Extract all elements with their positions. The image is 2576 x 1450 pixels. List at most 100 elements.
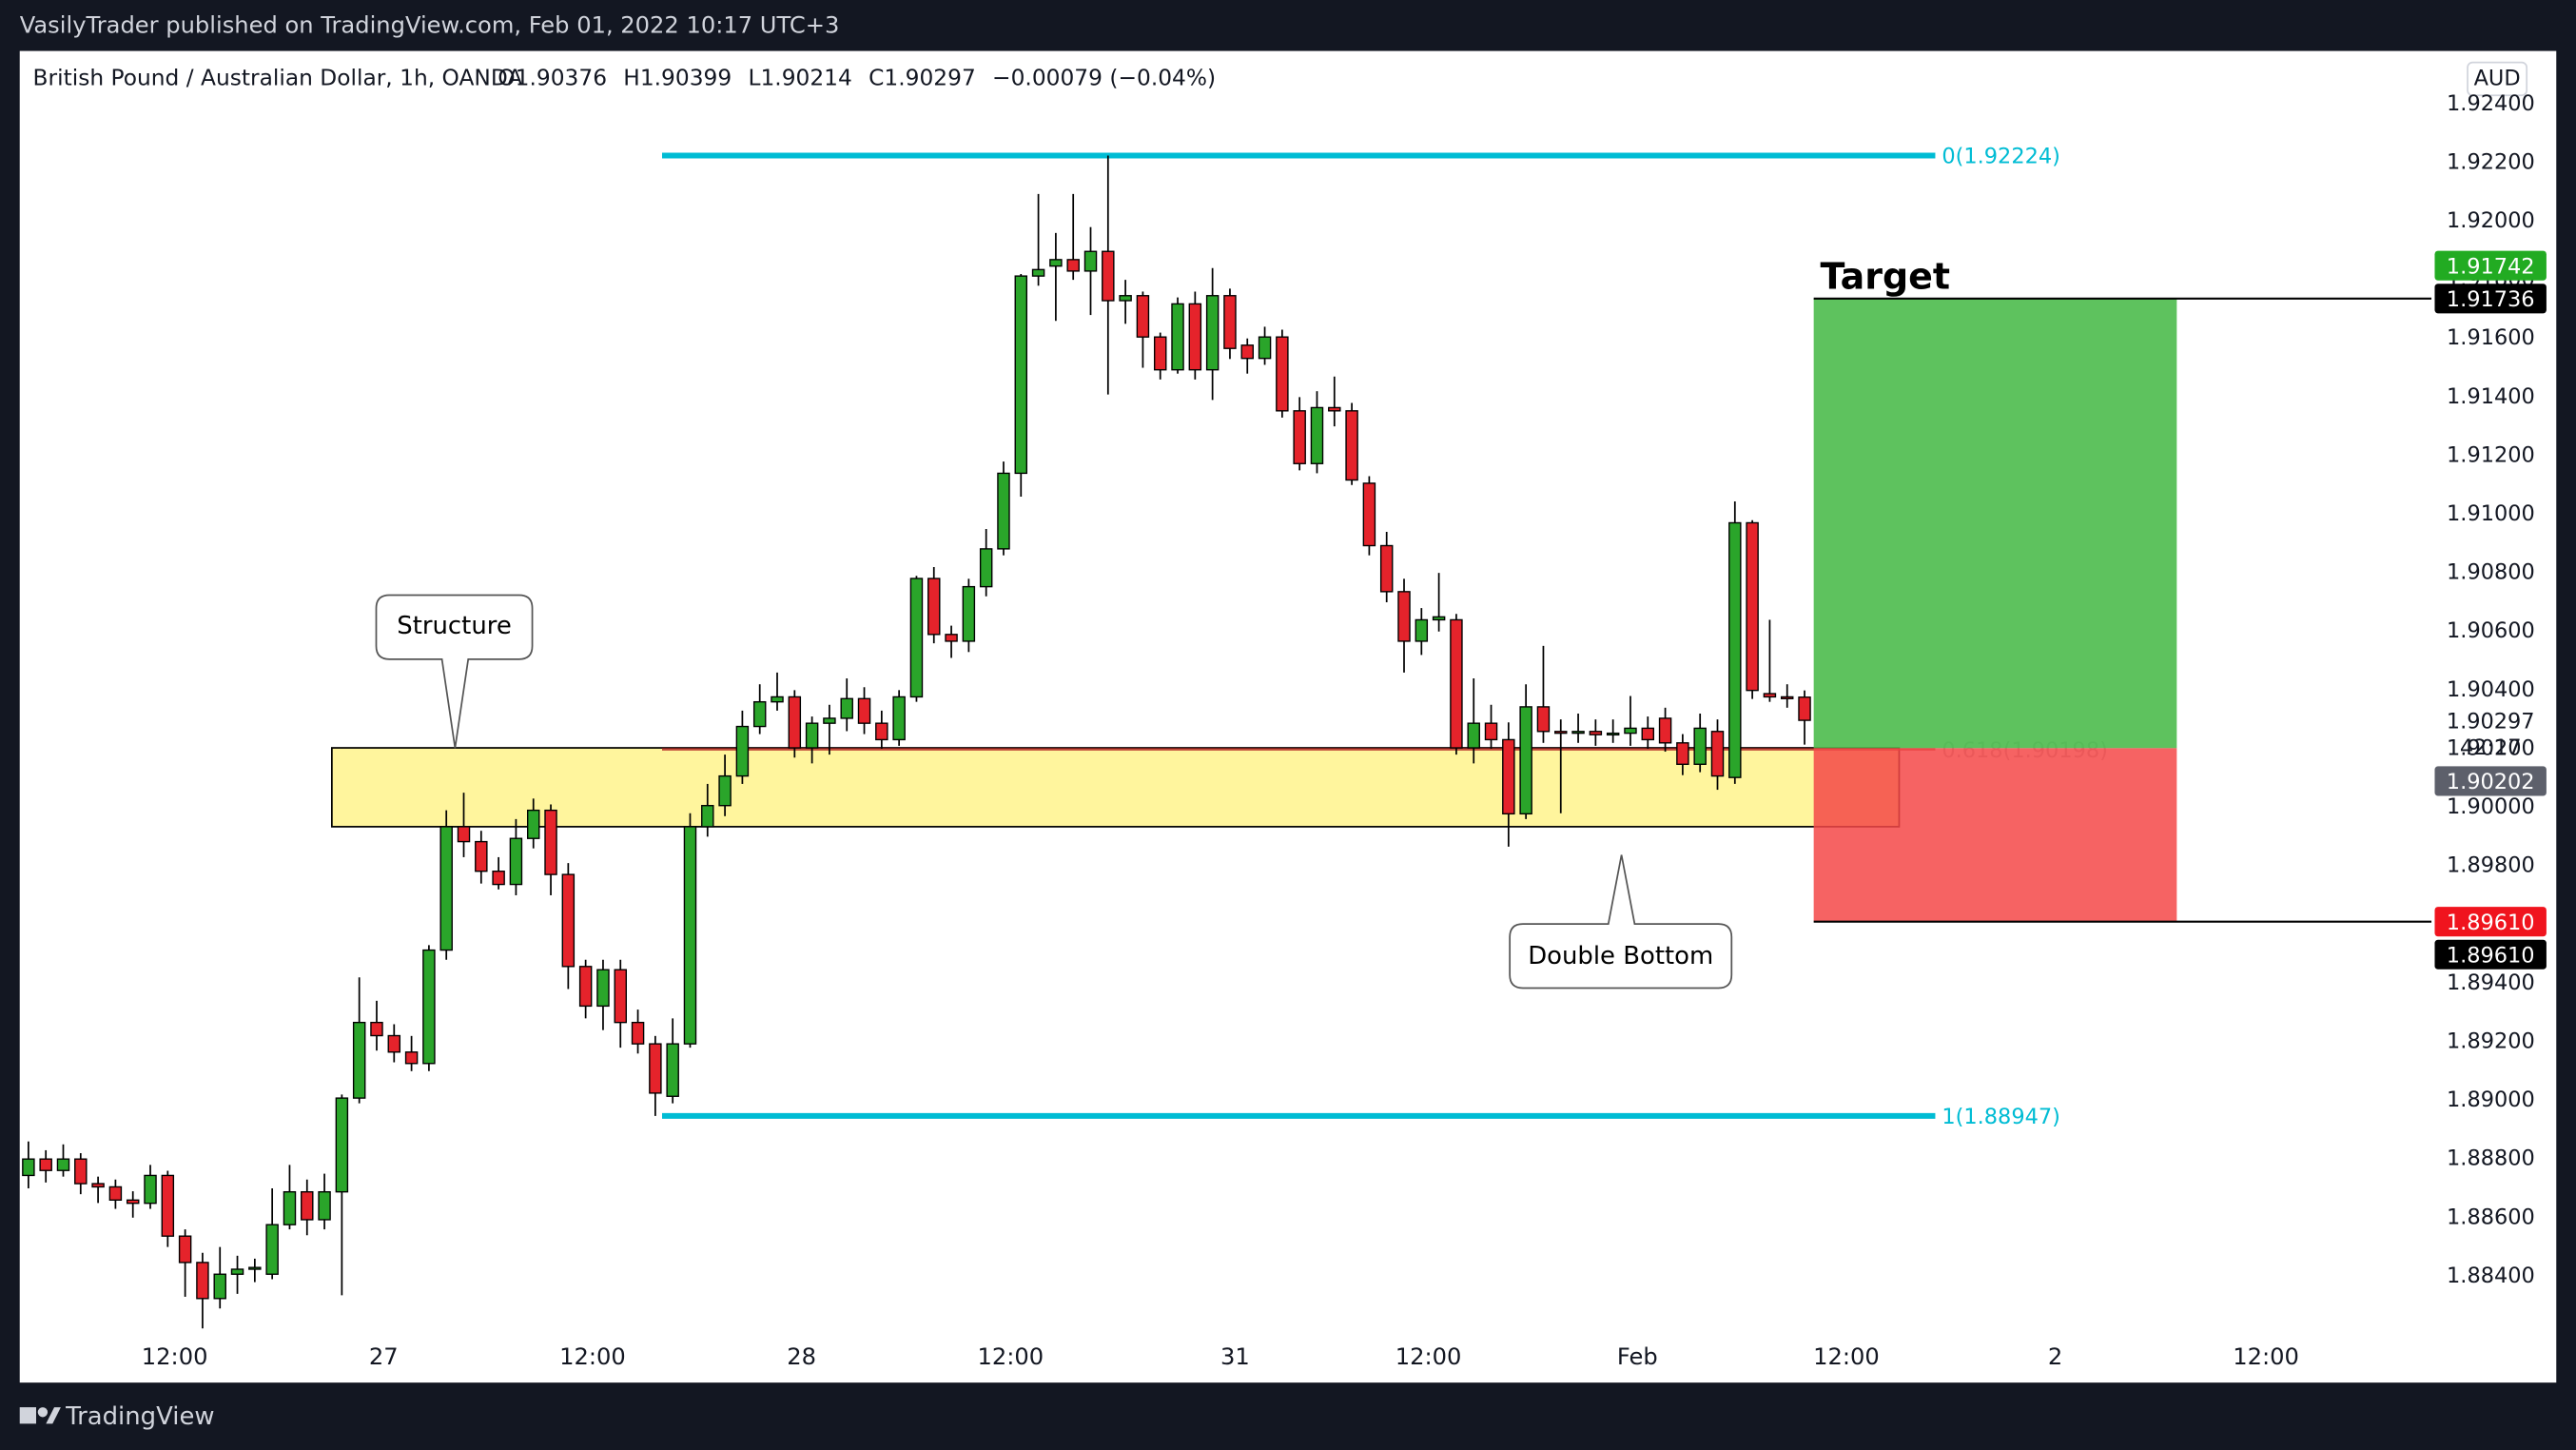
price-tag [2434,250,2547,281]
candle-body [1554,731,1568,735]
target-label: Target [1821,256,1951,298]
x-tick-label: 2 [2048,1343,2062,1370]
currency-box [2467,61,2528,97]
candle-body [805,722,819,749]
candle-body [649,1043,662,1094]
candle-body [1798,696,1811,721]
candle-body [735,725,750,777]
candle-body [1258,336,1272,360]
callout [375,594,534,749]
price-tag [2434,907,2547,937]
candle-body [1379,544,1394,593]
fib-label: 0(1.92224) [1942,145,2060,169]
candle-body [840,697,853,719]
candle-body [335,1097,349,1193]
candle-body [927,578,941,636]
candle-body [230,1268,244,1275]
candle-body [91,1183,105,1188]
candle-body [823,717,836,724]
candle-body [1432,616,1446,621]
candle-body [1397,591,1411,642]
candle-body [196,1262,209,1300]
candle-body [161,1174,175,1237]
candle-body [1415,618,1429,642]
price-tag-label: 1.89610 [2447,943,2535,968]
candle-body [1763,693,1777,698]
symbol: British Pound / Australian Dollar, 1h, O… [33,65,523,90]
callout-text: Structure [397,612,511,640]
candle-body [1049,259,1063,267]
candle-body [788,696,802,749]
price-tag [2434,766,2547,796]
candle-body [318,1190,331,1221]
candle-body [752,700,767,728]
candle-body [74,1158,88,1185]
candle-body [1467,722,1480,749]
logo [19,1407,61,1424]
candle-body [945,634,958,642]
x-tick-label: 12:00 [1813,1343,1880,1370]
y-tick-label: 1.90000 [2447,794,2535,819]
candle-body [631,1021,645,1045]
candle-body [492,871,505,886]
y-tick-label: 1.92200 [2447,149,2535,174]
candle-body [979,548,993,588]
price-tag-label: 1.89610 [2447,911,2535,935]
price-tag [2434,939,2547,970]
price-tag-label: 1.91736 [2447,287,2535,312]
candle-body [1502,738,1515,815]
candle-body [265,1224,279,1275]
candle-body [1728,521,1742,778]
y-tick-label: 1.89000 [2447,1088,2535,1112]
candle-body [1519,706,1532,815]
y-tick-label: 1.89800 [2447,853,2535,878]
x-tick-label: 12:00 [977,1343,1044,1370]
legend-value: H1.90399 [623,65,732,90]
candle-body [1066,259,1080,272]
candle-body [701,805,714,828]
price-tag-label: 1.90297 [2447,709,2535,734]
candle-body [875,722,888,741]
candle-body [666,1043,679,1097]
y-tick-label: 1.91600 [2447,325,2535,350]
y-tick-label: 1.88600 [2447,1205,2535,1229]
loss-zone [1813,748,2177,922]
candle-body [596,969,610,1008]
y-tick-label: 1.91000 [2447,501,2535,526]
candle-body [1484,722,1498,741]
y-tick-label: 1.91400 [2447,384,2535,409]
candle-body [422,949,436,1065]
candle-body [909,578,924,698]
candle-body [1536,706,1551,733]
candle-body [1205,295,1220,371]
x-tick-label: 12:00 [1395,1343,1462,1370]
candle-body [1606,732,1620,736]
candle-body [108,1185,123,1201]
candle-body [1589,731,1603,735]
x-tick-label: 12:00 [559,1343,626,1370]
candle-body [1345,410,1358,481]
candle-body [1276,336,1289,412]
candle-body [1153,336,1167,371]
candle-body [39,1158,52,1171]
candle-body [1571,731,1585,735]
y-tick-label: 1.88800 [2447,1146,2535,1171]
price-tag [2434,705,2547,735]
callout [1509,854,1733,990]
y-tick-label: 1.92000 [2447,208,2535,233]
x-tick-label: 27 [369,1343,399,1370]
x-tick-label: Feb [1617,1343,1658,1370]
candle-body [997,472,1010,550]
candle-body [771,696,784,703]
legend-value: −0.00079 (−0.04%) [992,65,1216,90]
candle-body [370,1021,383,1037]
legend-value: L1.90214 [748,65,851,90]
x-tick-label: 28 [787,1343,816,1370]
candle-body [544,809,557,875]
currency: AUD [2474,66,2521,90]
candle-body [1171,303,1184,371]
header: VasilyTrader published on TradingView.co… [20,12,840,39]
candle-body [1014,275,1028,475]
candle-body [1746,521,1759,692]
